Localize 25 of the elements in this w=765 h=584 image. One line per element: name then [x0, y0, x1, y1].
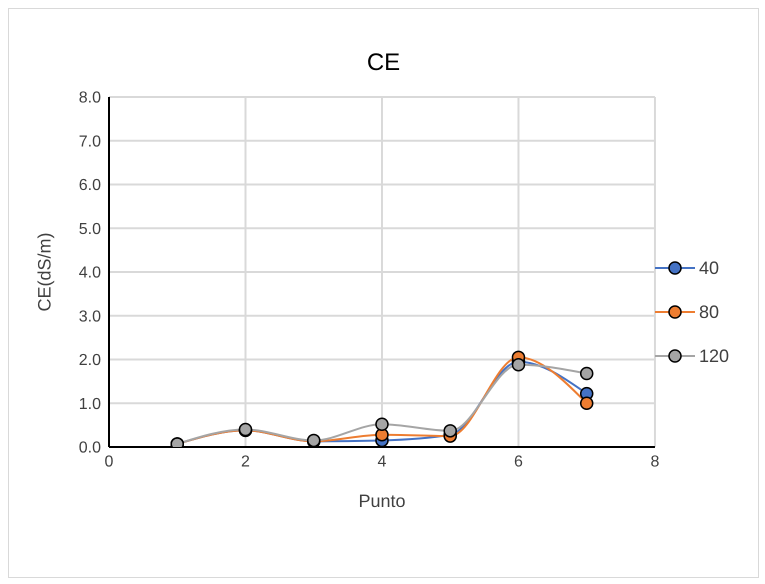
y-axis-title: CE(dS/m)	[34, 232, 54, 312]
point	[580, 366, 594, 380]
legend-label: 80	[698, 301, 719, 324]
y-tick-label: 1.0	[78, 396, 102, 413]
x-tick-label: 8	[650, 453, 660, 470]
y-tick-label: 4.0	[78, 264, 102, 282]
y-tick-label: 3.0	[78, 308, 102, 326]
x-tick-label: 6	[514, 453, 524, 470]
x-axis-title: Punto	[358, 491, 406, 511]
y-tick-label: 7.0	[78, 133, 102, 150]
point	[375, 418, 389, 431]
y-tick-label: 0.0	[78, 440, 102, 457]
x-tick-label: 0	[104, 453, 114, 470]
y-tick-label: 8.0	[78, 90, 102, 107]
legend-label: 40	[698, 257, 719, 280]
point	[580, 396, 594, 410]
y-tick-label: 5.0	[78, 220, 102, 238]
x-tick-label: 2	[241, 453, 250, 470]
x-tick-label: 4	[378, 453, 387, 470]
legend-label: 120	[698, 345, 729, 368]
chart-title: CE	[366, 49, 402, 77]
point	[443, 424, 457, 438]
point	[512, 358, 526, 372]
y-tick-label: 2.0	[78, 352, 102, 370]
y-tick-label: 6.0	[78, 177, 102, 194]
